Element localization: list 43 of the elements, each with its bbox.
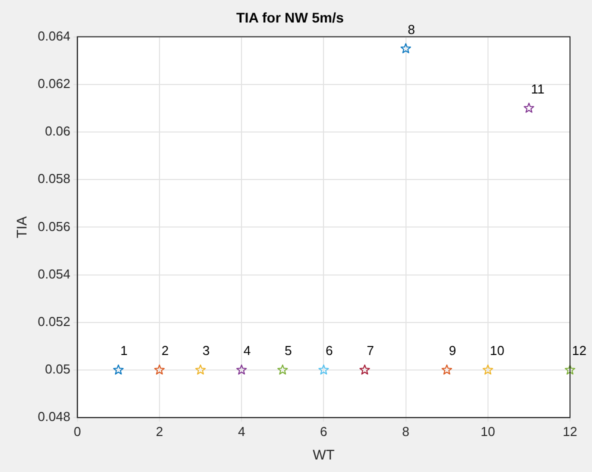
annotation: 11 (530, 81, 544, 96)
y-tick-label: 0.054 (38, 266, 70, 282)
point (318, 364, 329, 375)
y-tick-label: 0.056 (38, 218, 70, 234)
y-tick-label: 0.062 (38, 76, 70, 91)
annotation: 2 (161, 343, 169, 358)
y-tick-label: 0.052 (38, 314, 70, 329)
x-tick-label: 8 (402, 424, 410, 439)
x-axis-title: WT (312, 446, 335, 462)
point (113, 364, 124, 375)
x-tick-label: 4 (238, 424, 246, 439)
annotation: 12 (572, 343, 586, 358)
annotation: 5 (284, 343, 292, 358)
annotation: 4 (244, 343, 251, 358)
point (524, 102, 534, 113)
point (400, 43, 412, 54)
chart-title: TIA for NW 5m/s (236, 9, 344, 26)
x-tick-label: 2 (156, 424, 164, 439)
y-tick-label: 0.048 (38, 409, 70, 424)
annotation: 1 (120, 343, 128, 358)
point (195, 364, 206, 375)
point (359, 364, 370, 375)
x-tick-label: 0 (74, 424, 81, 439)
point (236, 364, 247, 375)
x-tick-label: 12 (562, 424, 578, 439)
point (154, 364, 165, 375)
annotation: 3 (202, 343, 210, 358)
annotation: 10 (490, 343, 504, 358)
point (564, 364, 576, 375)
annotation: 7 (366, 343, 374, 358)
point (277, 364, 288, 375)
annotation: 8 (408, 22, 416, 37)
y-tick-label: 0.064 (38, 28, 70, 44)
y-tick-label: 0.06 (45, 124, 70, 139)
annotation: 9 (448, 343, 456, 358)
x-tick-label: 10 (480, 424, 496, 439)
y-tick-label: 0.058 (38, 171, 70, 186)
x-tick-label: 6 (320, 424, 328, 439)
point (482, 364, 494, 375)
y-tick-label: 0.05 (45, 362, 70, 377)
point (442, 364, 452, 375)
y-axis-title: TIA (13, 216, 30, 238)
annotation: 6 (326, 343, 333, 358)
